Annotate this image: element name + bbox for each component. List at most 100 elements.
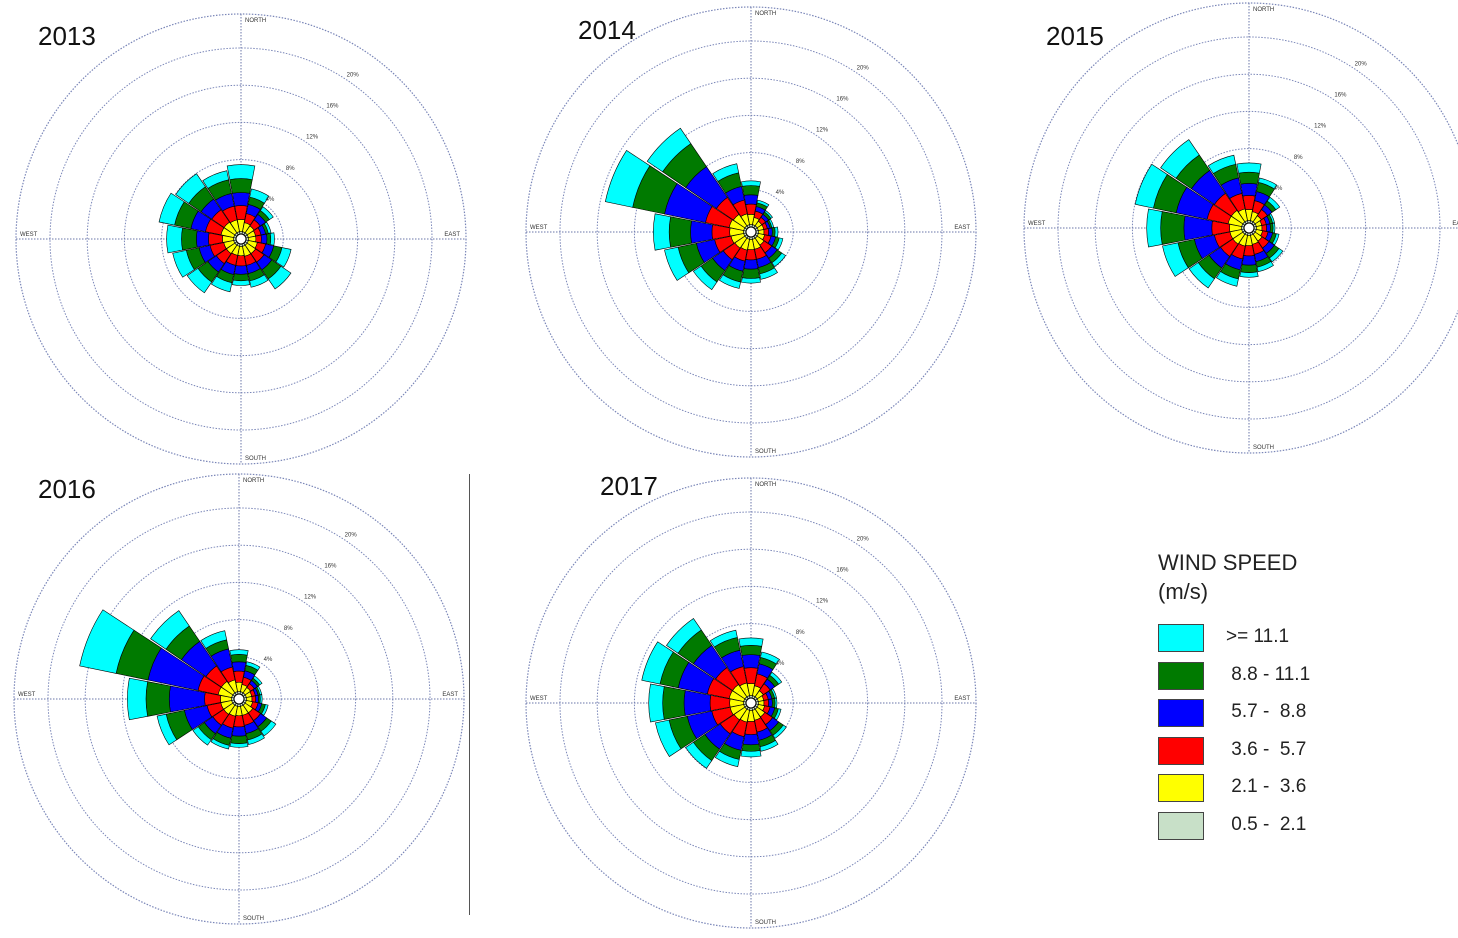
radial-tick-label: 12% [816, 599, 829, 605]
petal-segment [712, 163, 740, 182]
petal-segment [234, 265, 248, 275]
petal-segment [196, 230, 210, 248]
petal-W [166, 224, 237, 254]
petal-N [741, 180, 761, 228]
wind-rose-2016: NORTH EAST SOUTH WEST 4% 8% 12% 16% 20% [13, 473, 465, 925]
compass-label-east: EAST [442, 692, 458, 698]
petal-ENE [754, 218, 775, 232]
compass-label-east: EAST [1452, 221, 1458, 227]
petal-WSW [664, 232, 748, 281]
radial-tick-label: 12% [1314, 124, 1327, 130]
petal-segment [742, 733, 760, 746]
petal-segment [768, 227, 773, 237]
petal-segment [166, 224, 183, 254]
petal-segment [1261, 224, 1267, 232]
petal-WNW [1134, 163, 1246, 228]
petal-NNW [1207, 154, 1249, 225]
calm-center [1243, 222, 1255, 234]
petal-segment [772, 724, 787, 739]
petal-NNE [751, 651, 780, 700]
radial-tick-label: 4% [264, 657, 273, 663]
petal-segment [1160, 139, 1200, 179]
petal-segment [1268, 213, 1275, 224]
petal-E [755, 226, 779, 238]
radial-tick-label: 16% [836, 96, 849, 102]
petal-NE [753, 210, 773, 230]
petal-NNE [1249, 177, 1278, 225]
petal-SSE [1249, 231, 1274, 273]
petal-E [1253, 222, 1276, 234]
petal-segment [653, 213, 671, 251]
petal-ENE [1252, 213, 1275, 228]
petal-segment [266, 233, 272, 245]
petal-segment [230, 654, 248, 663]
petal-ESE [242, 699, 269, 716]
compass-label-west: WEST [530, 696, 548, 702]
legend-label: 8.8 - 11.1 [1226, 663, 1311, 685]
legend-item: 5.7 - 8.8 [1158, 699, 1418, 737]
grid-ring [559, 511, 943, 895]
radial-tick-label: 8% [284, 626, 293, 632]
year-label-2016: 2016 [38, 474, 96, 504]
compass-label-north: NORTH [245, 18, 266, 24]
grid-ring [47, 507, 431, 891]
petal-segment [771, 252, 787, 268]
petal-segment [200, 630, 228, 649]
radial-tick-label: 20% [857, 536, 870, 542]
petal-segment [1188, 262, 1215, 289]
compass-label-east: EAST [954, 696, 970, 702]
petal-segment [760, 651, 780, 665]
compass-label-west: WEST [530, 225, 548, 231]
compass-label-west: WEST [20, 232, 38, 238]
petal-segment [738, 637, 764, 647]
compass-label-south: SOUTH [243, 916, 264, 922]
petal-segment [773, 708, 782, 721]
petal-segment [774, 697, 778, 709]
radial-tick-label: 12% [816, 128, 829, 134]
petal-segment [1268, 247, 1284, 263]
petal-segment [740, 750, 762, 758]
calm-center [745, 226, 757, 238]
legend-title-line2: (m/s) [1158, 579, 1209, 604]
petal-segment [666, 618, 702, 654]
radial-tick-label: 4% [266, 197, 275, 203]
petal-segment [685, 741, 713, 769]
petal-segment [1238, 171, 1260, 185]
petal-segment [1207, 154, 1237, 174]
petal-segment [743, 194, 759, 205]
petal-segment [252, 675, 263, 686]
petal-segment [263, 221, 272, 234]
petal-SSW [714, 706, 751, 768]
petal-segment [664, 246, 690, 281]
petal-segment [230, 735, 248, 744]
petal-SW [192, 701, 237, 746]
petal-segment [261, 704, 269, 716]
petal-SW [1188, 230, 1247, 289]
radial-tick-label: 12% [304, 595, 317, 601]
petal-ESE [244, 239, 292, 268]
petal-segment [1134, 163, 1168, 209]
petal-segment [247, 733, 265, 745]
petal-NW [175, 173, 239, 237]
legend-item: 8.8 - 11.1 [1158, 661, 1418, 700]
radial-tick-label: 4% [1274, 186, 1283, 192]
petal-SSE [751, 235, 778, 280]
wind-rose-2013: NORTH EAST SOUTH WEST 4% 8% 12% 16% 20% [15, 13, 467, 465]
radial-tick-label: 16% [836, 567, 849, 573]
petal-segment [1256, 261, 1274, 273]
petal-segment [269, 232, 275, 246]
petal-segment [1215, 271, 1239, 287]
petal-segment [231, 661, 247, 672]
radial-tick-label: 8% [796, 630, 805, 636]
petal-segment [763, 699, 769, 707]
petal-segment [741, 268, 761, 279]
radial-tick-label: 16% [326, 103, 339, 109]
petal-segment [259, 206, 274, 221]
calm-center [233, 693, 245, 705]
legend-item: 0.5 - 2.1 [1158, 811, 1418, 850]
compass-label-north: NORTH [755, 11, 776, 17]
petal-segment [211, 275, 233, 293]
radial-tick-label: 8% [796, 159, 805, 165]
petal-E [243, 694, 263, 704]
petal-segment [646, 127, 692, 173]
